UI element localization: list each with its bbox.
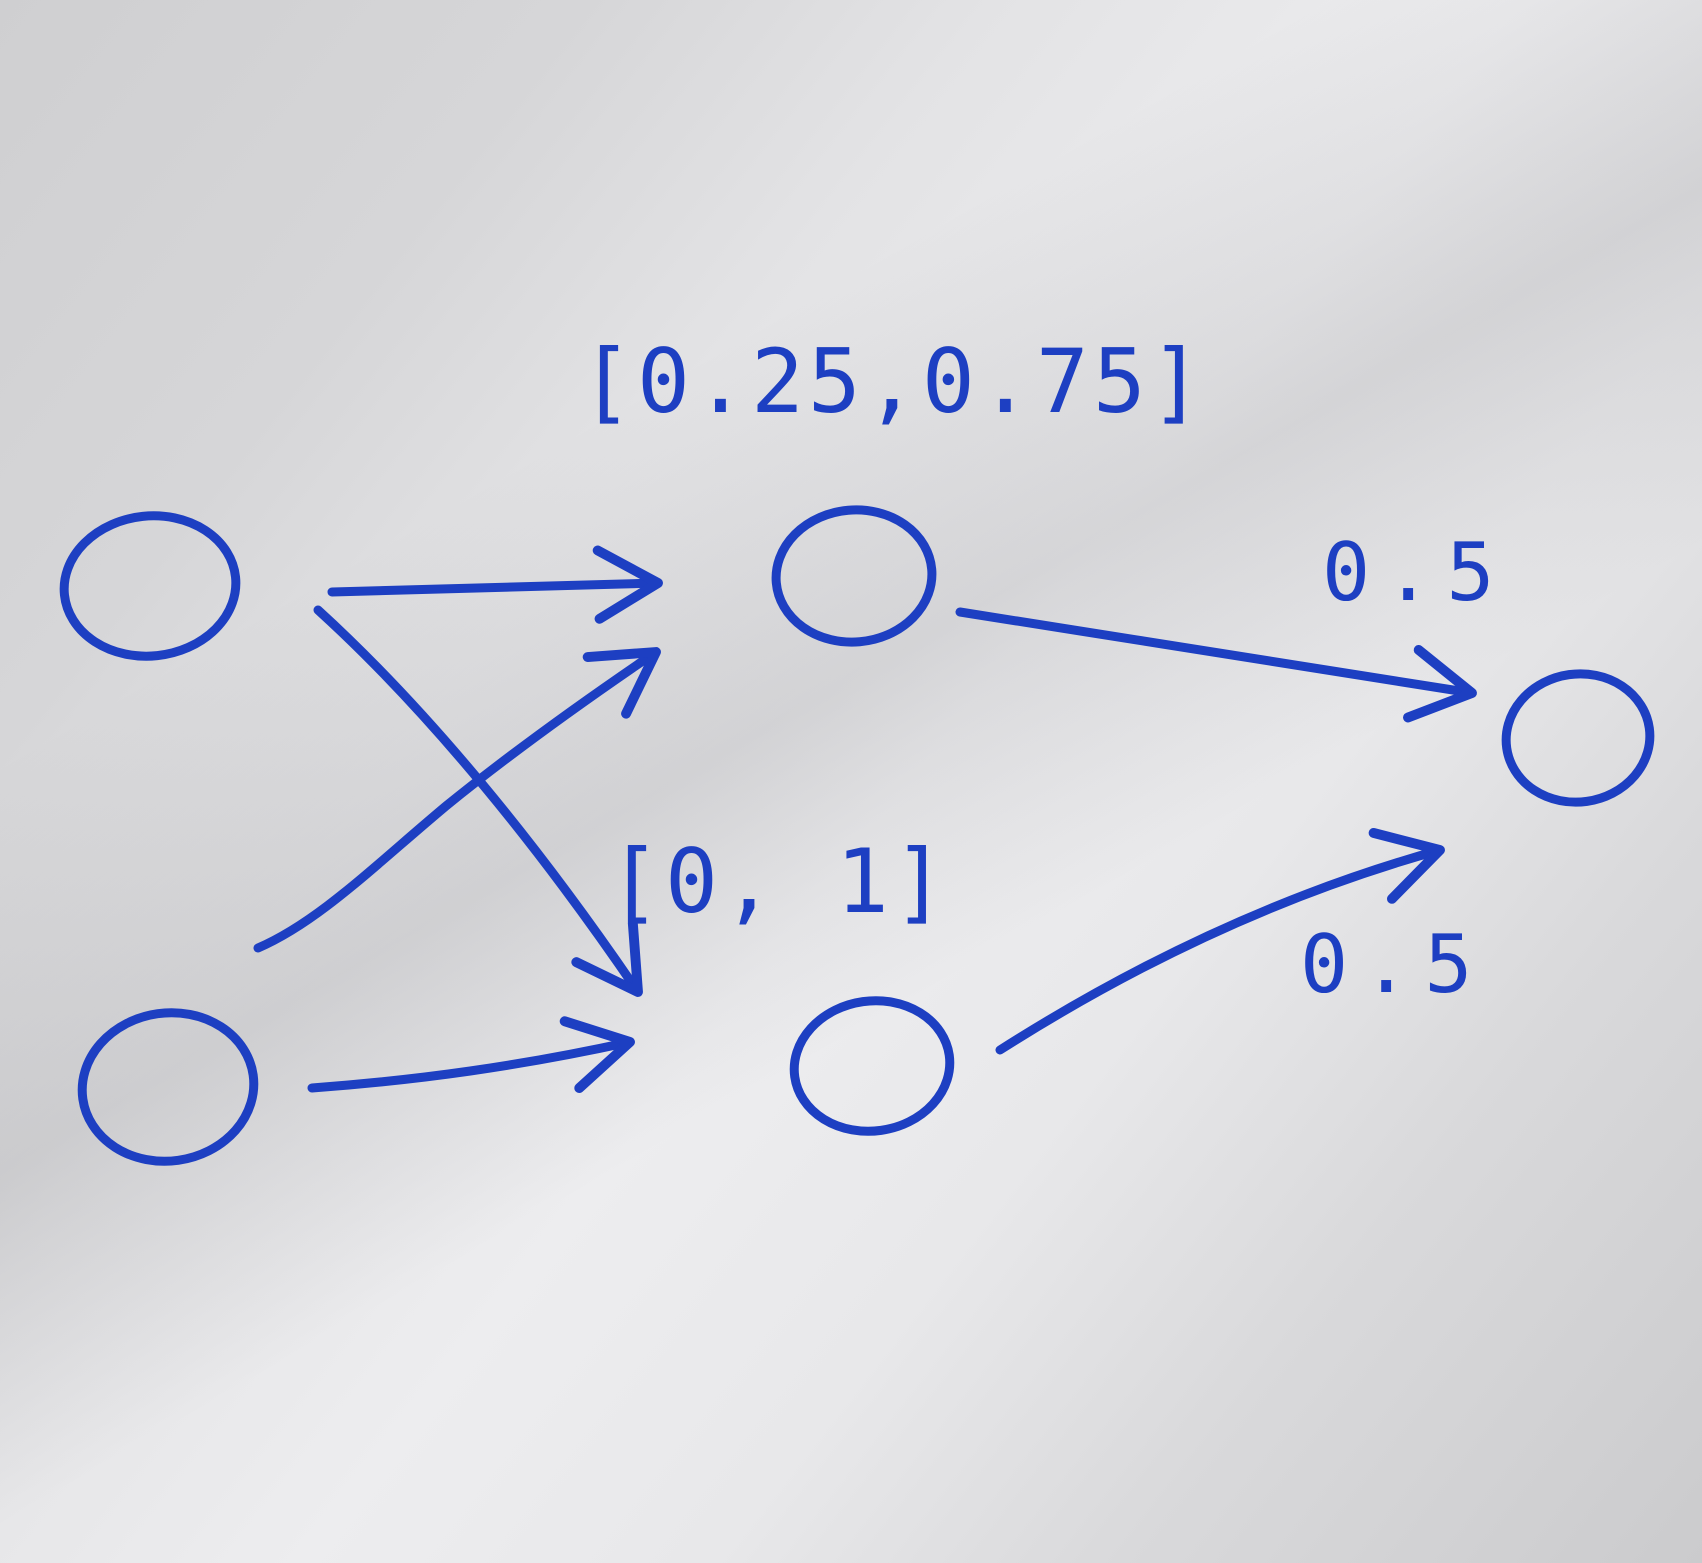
input-node-2 — [77, 1008, 259, 1166]
edge-hidden2-output — [995, 828, 1445, 1055]
edge-hidden1-output — [955, 607, 1477, 723]
edge-input2-hidden1 — [253, 647, 661, 953]
edge-input1-hidden2 — [313, 605, 643, 997]
edge-input2-hidden2 — [307, 1016, 635, 1094]
output-node — [1501, 669, 1655, 807]
edge-input1-hidden1 — [327, 545, 663, 624]
hidden-node-2 — [789, 996, 955, 1136]
hidden-1-range-label: [0.25,0.75] — [580, 330, 1207, 433]
weight-label-hidden-2: 0.5 — [1300, 918, 1487, 1011]
weight-label-hidden-1: 0.5 — [1322, 526, 1509, 619]
input-node-1 — [59, 511, 241, 661]
hidden-2-range-label: [0, 1] — [608, 830, 950, 933]
hidden-node-1 — [771, 505, 937, 647]
